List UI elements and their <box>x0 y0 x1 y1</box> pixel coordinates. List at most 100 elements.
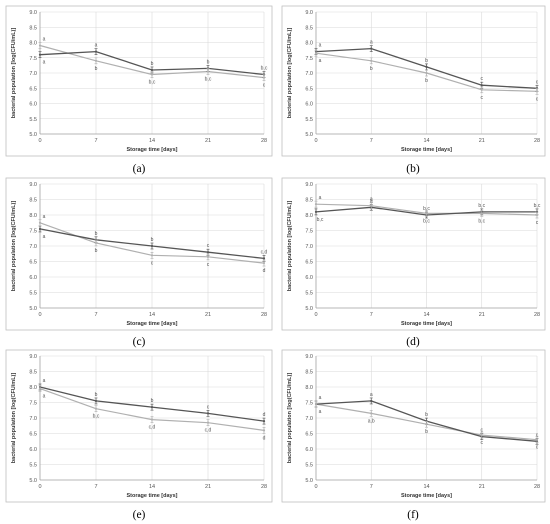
significance-label: b <box>207 59 210 65</box>
y-tick-label: 6.5 <box>305 260 313 266</box>
significance-label: a <box>95 43 98 49</box>
chart-panel: 5.0 5.5 6.0 6.5 7.0 7.5 8.0 8.5 9.0 0 7 14 21 28 Stora… <box>281 177 546 348</box>
y-tick-label: 7.5 <box>305 401 313 407</box>
y-tick-label: 8.0 <box>305 213 313 219</box>
significance-label: b,c <box>534 203 541 209</box>
y-tick-label: 9.0 <box>29 354 37 360</box>
significance-label: b,c <box>478 203 485 209</box>
significance-label: a <box>370 197 373 203</box>
data-point <box>262 429 266 432</box>
x-tick-label: 14 <box>423 484 429 490</box>
x-tick-label: 7 <box>94 138 97 144</box>
chart-panel: 5.0 5.5 6.0 6.5 7.0 7.5 8.0 8.5 9.0 0 7 14 21 28 Stora… <box>5 177 273 348</box>
x-tick-label: 0 <box>38 484 41 490</box>
x-axis-label: Storage time [days] <box>401 321 452 327</box>
chart-panel: 5.0 5.5 6.0 6.5 7.0 7.5 8.0 8.5 9.0 0 7 14 21 28 Stora… <box>281 349 546 521</box>
significance-label: c <box>207 243 210 249</box>
chart-panel: 5.0 5.5 6.0 6.5 7.0 7.5 8.0 8.5 9.0 0 7 14 21 28 Stora… <box>5 349 273 521</box>
significance-label: b,c <box>205 76 212 82</box>
y-tick-label: 9.0 <box>29 10 37 16</box>
data-point <box>314 52 318 55</box>
panel-frame <box>5 177 273 331</box>
significance-label: c <box>481 428 484 434</box>
x-tick-label: 7 <box>370 312 373 318</box>
significance-label: c <box>536 445 539 451</box>
x-tick-label: 0 <box>38 138 41 144</box>
y-tick-label: 8.0 <box>29 385 37 391</box>
significance-label: a <box>319 43 322 49</box>
panel-frame <box>281 349 546 503</box>
significance-label: d <box>263 268 266 274</box>
significance-label: c,d <box>261 249 268 255</box>
y-tick-label: 6.0 <box>305 275 313 281</box>
x-tick-label: 21 <box>479 138 485 144</box>
significance-label: a <box>43 234 46 240</box>
y-axis-label: bacterial population [log(CFU/mL)] <box>287 201 293 292</box>
significance-label: a <box>43 214 46 220</box>
panel-frame <box>5 5 273 157</box>
significance-label: b <box>425 78 428 84</box>
significance-label: c <box>536 79 539 85</box>
data-point <box>370 399 373 403</box>
data-point <box>150 406 154 409</box>
x-tick-label: 7 <box>94 484 97 490</box>
x-tick-label: 0 <box>38 312 41 318</box>
x-tick-label: 0 <box>314 312 317 318</box>
data-point <box>314 203 318 206</box>
x-tick-label: 28 <box>261 312 267 318</box>
y-tick-label: 7.0 <box>305 416 313 422</box>
x-tick-label: 14 <box>149 138 155 144</box>
data-point <box>480 433 483 437</box>
significance-label: c <box>536 220 539 226</box>
x-tick-label: 7 <box>94 312 97 318</box>
significance-label: a <box>43 394 46 400</box>
significance-label: c,d <box>149 425 156 431</box>
y-tick-label: 5.0 <box>29 306 37 312</box>
data-point <box>150 244 154 248</box>
data-point <box>150 73 154 76</box>
significance-label: b,c <box>93 414 100 420</box>
x-axis-label: Storage time [days] <box>126 493 177 499</box>
y-tick-label: 9.0 <box>29 182 37 188</box>
panel-frame <box>281 5 546 157</box>
y-tick-label: 7.0 <box>305 71 313 77</box>
panel-frame <box>281 177 546 331</box>
y-tick-label: 7.0 <box>305 244 313 250</box>
significance-label: b,c <box>149 80 156 86</box>
y-tick-label: 5.5 <box>305 291 313 297</box>
y-tick-label: 7.5 <box>305 229 313 235</box>
x-tick-label: 0 <box>314 138 317 144</box>
significance-label: c <box>207 404 210 410</box>
y-tick-label: 6.0 <box>29 447 37 453</box>
y-tick-label: 5.5 <box>305 463 313 469</box>
significance-label: b <box>425 429 428 435</box>
data-point <box>94 50 98 53</box>
y-tick-label: 5.0 <box>29 132 37 138</box>
y-tick-label: 7.5 <box>29 56 37 62</box>
y-tick-label: 5.0 <box>305 132 313 138</box>
data-point <box>38 221 42 224</box>
x-tick-label: 21 <box>205 312 211 318</box>
significance-label: b <box>95 231 98 237</box>
data-point <box>206 421 210 424</box>
data-point <box>38 227 42 231</box>
data-point <box>206 255 210 258</box>
data-point <box>480 84 483 87</box>
data-point <box>535 90 539 93</box>
panel-caption: (a) <box>133 163 146 175</box>
y-tick-label: 8.5 <box>29 370 37 376</box>
data-point <box>370 59 373 62</box>
y-tick-label: 8.5 <box>305 370 313 376</box>
y-tick-label: 6.5 <box>29 260 37 266</box>
significance-label: b <box>425 58 428 64</box>
significance-label: d <box>263 435 266 441</box>
x-axis-label: Storage time [days] <box>126 321 177 327</box>
significance-label: a <box>370 198 373 204</box>
data-point <box>94 399 98 403</box>
y-axis-label: bacterial population [log(CFU/mL)] <box>11 373 17 464</box>
x-tick-label: 28 <box>534 312 540 318</box>
data-point <box>38 387 42 390</box>
significance-label: b,c <box>317 217 324 223</box>
y-tick-label: 6.0 <box>29 102 37 108</box>
